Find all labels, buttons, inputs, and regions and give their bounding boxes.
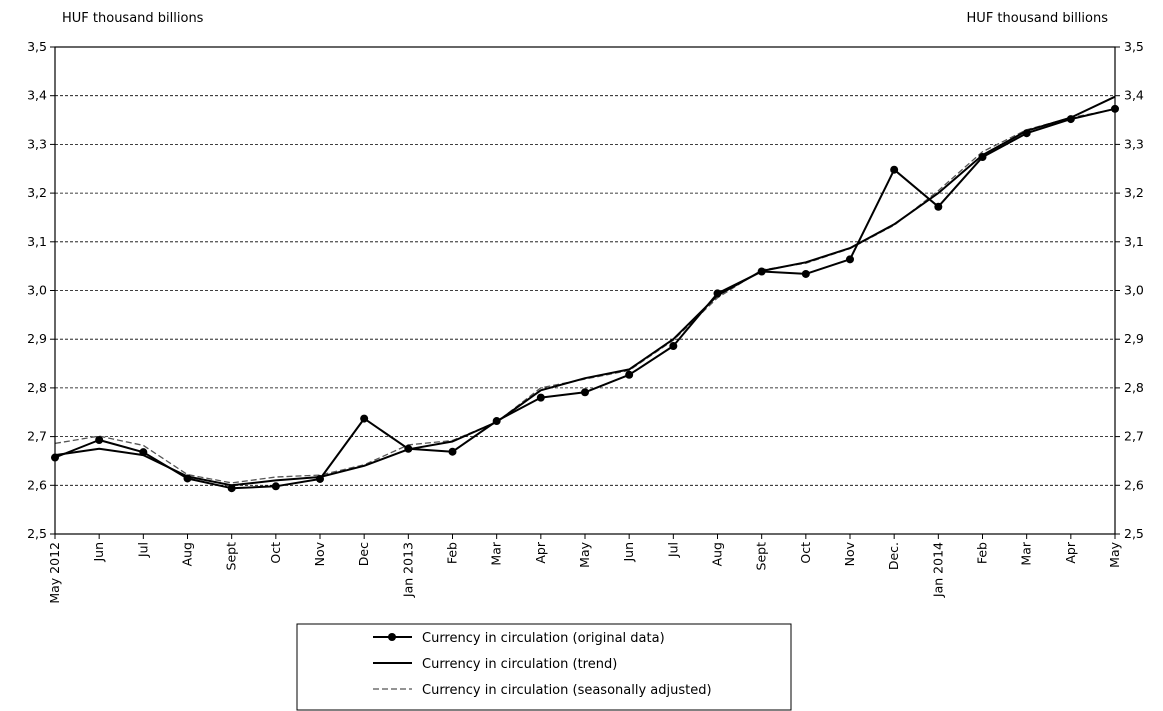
y-tick-label: 3,0 <box>1124 283 1144 298</box>
x-tick-label: Sept <box>754 542 769 571</box>
y-tick-label: 2,6 <box>1124 477 1144 492</box>
x-tick-label: Nov <box>312 541 327 566</box>
data-point <box>978 153 987 162</box>
x-tick-label: Jan 2013 <box>400 542 415 598</box>
y-tick-label: 2,5 <box>27 526 47 541</box>
legend-marker <box>388 633 396 641</box>
x-tick-label: Jan 2014 <box>930 542 945 598</box>
data-point <box>846 255 854 264</box>
y-tick-label: 2,7 <box>1124 429 1144 444</box>
x-tick-label: May <box>577 541 592 567</box>
data-point <box>95 436 104 445</box>
legend: Currency in circulation (original data) C… <box>296 623 792 711</box>
y-tick-label: 3,2 <box>1124 185 1144 200</box>
x-tick-label: Aug <box>710 542 725 566</box>
data-point <box>581 388 589 397</box>
data-point <box>669 342 678 351</box>
data-point <box>934 202 943 211</box>
y-tick-label: 3,3 <box>27 136 47 151</box>
y-tick-label: 3,5 <box>27 39 47 54</box>
series-line <box>54 107 1116 490</box>
gridlines <box>55 95 1115 486</box>
x-tick-label: Sept <box>224 542 239 571</box>
series-group <box>51 95 1119 493</box>
legend-box <box>296 623 792 711</box>
data-point <box>360 414 369 423</box>
y-tick-label: 3,3 <box>1124 136 1144 151</box>
data-point <box>536 393 545 402</box>
plot-frame <box>54 46 1116 535</box>
x-tick-label: Dec <box>356 542 371 566</box>
data-point <box>448 447 457 456</box>
y-tick-label: 2,9 <box>27 331 47 346</box>
x-tick-label: Jul <box>135 542 150 558</box>
x-tick-label: May <box>1107 541 1122 567</box>
data-point <box>625 370 634 379</box>
x-axis-ticks: May 2012 Jun Jul Aug Sept Oct Nov Dec Jan 2013 Fe… <box>47 534 1122 604</box>
data-point <box>316 474 324 483</box>
data-point <box>801 269 810 278</box>
data-point <box>1022 129 1031 138</box>
x-tick-label: Feb <box>975 542 990 564</box>
legend-label: Currency in circulation (original data) <box>422 631 665 646</box>
x-tick-label: Mar <box>1019 541 1034 565</box>
y-tick-label: 3,0 <box>27 283 47 298</box>
y-tick-label: 3,4 <box>1124 88 1144 103</box>
x-tick-label: May 2012 <box>47 542 62 604</box>
data-point <box>890 165 899 174</box>
y-tick-label: 3,1 <box>1124 234 1144 249</box>
x-tick-label: Oct <box>798 542 813 564</box>
y-tick-label: 2,7 <box>27 429 47 444</box>
legend-label: Currency in circulation (trend) <box>422 657 617 672</box>
y-tick-label: 3,5 <box>1124 39 1144 54</box>
y-tick-label: 2,9 <box>1124 331 1144 346</box>
data-point <box>713 289 722 298</box>
y-tick-label: 3,2 <box>27 185 47 200</box>
left-y-axis-ticks: 2,5 2,6 2,7 2,8 2,9 3,0 3,1 3,2 3,3 3,4 3,5 <box>27 39 55 541</box>
y-tick-label: 2,6 <box>27 477 47 492</box>
x-tick-label: Feb <box>445 542 460 564</box>
data-point <box>492 417 501 426</box>
x-tick-label: Aug <box>180 542 195 566</box>
data-point <box>227 484 236 493</box>
x-tick-label: Mar <box>489 541 504 565</box>
data-point <box>1066 115 1075 124</box>
x-tick-label: Jul <box>665 542 680 558</box>
x-tick-label: Nov <box>842 541 857 566</box>
x-tick-label: Apr <box>1063 541 1078 563</box>
x-tick-label: Jun <box>91 542 106 563</box>
data-point <box>139 448 148 457</box>
y-tick-label: 3,4 <box>27 88 47 103</box>
right-y-axis-ticks: 2,5 2,6 2,7 2,8 2,9 3,0 3,1 3,2 3,3 3,4 3,5 <box>1115 39 1144 541</box>
x-tick-label: Apr <box>533 541 548 563</box>
y-tick-label: 2,8 <box>1124 380 1144 395</box>
right-axis-title: HUF thousand billions <box>967 11 1109 26</box>
data-point <box>271 482 280 491</box>
series-line <box>54 95 1116 487</box>
x-tick-label: Dec. <box>886 542 901 570</box>
y-tick-label: 2,8 <box>27 380 47 395</box>
x-tick-label: Oct <box>268 542 283 564</box>
data-point <box>404 444 413 453</box>
data-point <box>757 267 766 276</box>
legend-label: Currency in circulation (seasonally adju… <box>422 683 712 698</box>
data-point <box>183 474 192 483</box>
y-tick-label: 2,5 <box>1124 526 1144 541</box>
y-tick-label: 3,1 <box>27 234 47 249</box>
x-tick-label: Jun <box>621 542 636 563</box>
series-line <box>54 108 1116 484</box>
left-axis-title: HUF thousand billions <box>62 11 204 26</box>
